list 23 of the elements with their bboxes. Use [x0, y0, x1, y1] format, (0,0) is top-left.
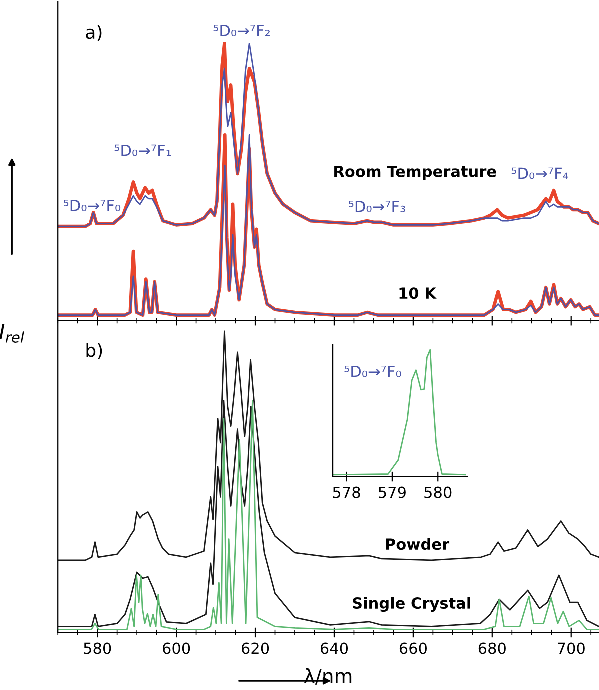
text: ⁵D₀→⁷F₂	[214, 25, 270, 36]
x-tick-label: 680	[478, 642, 506, 654]
x-tick-label: 620	[242, 642, 270, 654]
x-tick-label: 600	[163, 642, 190, 654]
text: a)	[86, 25, 102, 42]
annotation: ⁵D₀→⁷F₀	[344, 366, 402, 378]
y-axis-title: I$_{rel}$	[0, 324, 24, 343]
x-tick-label: 660	[400, 642, 427, 654]
x-tick-label: 578	[333, 486, 360, 498]
annotation: b)	[86, 343, 102, 360]
annotation: Single Crystal	[353, 597, 470, 612]
x-tick-label: 579	[379, 486, 406, 498]
x-tick-label: 640	[320, 642, 348, 654]
x-tick-label: 580	[424, 486, 452, 498]
annotation: Powder	[386, 538, 450, 550]
annotation: ⁵D₀→⁷F₃	[349, 201, 406, 212]
annotation: ⁵D₀→⁷F₀	[64, 200, 121, 212]
x-tick-label: 580	[84, 642, 112, 654]
annotation: ⁵D₀→⁷F₁	[114, 144, 172, 156]
x-tick-label: 700	[558, 642, 585, 654]
annotation: Room Temperature	[334, 166, 496, 180]
annotation: ⁵D₀→⁷F₄	[512, 168, 568, 180]
annotation: 10 K	[400, 288, 437, 300]
